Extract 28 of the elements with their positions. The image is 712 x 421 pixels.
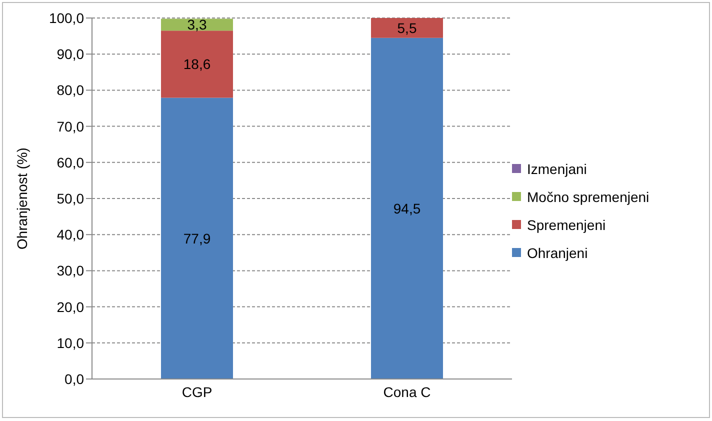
y-tick-label: 80,0 — [56, 82, 84, 98]
legend-label: Močno spremenjeni — [527, 188, 650, 204]
y-tick-label: 30,0 — [56, 262, 84, 279]
bar — [371, 18, 443, 38]
data-label: 94,5 — [393, 200, 421, 216]
y-tick-label: 100,0 — [48, 10, 84, 26]
legend-label: Ohranjeni — [527, 244, 588, 260]
y-tick-label: 20,0 — [56, 298, 84, 315]
data-label: 18,6 — [183, 56, 211, 72]
y-tick-label: 70,0 — [56, 118, 84, 134]
bar — [161, 98, 233, 379]
bar — [161, 30, 233, 98]
bar — [161, 18, 233, 31]
data-label: 3,3 — [187, 16, 207, 33]
legend-label: Izmenjani — [527, 160, 587, 176]
y-tick-label: 0,0 — [64, 370, 84, 387]
y-tick-label: 10,0 — [56, 334, 84, 351]
legend-label: Spremenjeni — [527, 216, 606, 232]
y-tick-label: 60,0 — [56, 154, 84, 170]
y-tick-label: 50,0 — [56, 190, 84, 206]
y-tick-label: 40,0 — [56, 226, 84, 243]
x-tick-label: Cona C — [383, 384, 431, 400]
y-tick-label: 90,0 — [56, 46, 84, 62]
bar — [371, 38, 443, 379]
x-tick-label: CGP — [182, 384, 212, 400]
data-label: 5,5 — [397, 20, 417, 36]
data-label: 77,9 — [183, 230, 211, 246]
y-axis-title: Ohranjenost (%) — [14, 148, 30, 250]
